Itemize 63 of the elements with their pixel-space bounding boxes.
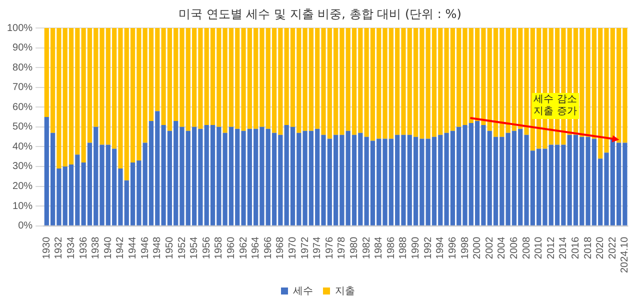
x-tick-label: 1996 [447,236,458,260]
x-tick-label: 2018 [582,236,594,260]
y-tick-label: 90% [12,42,33,54]
x-tick-label: 1950 [164,236,176,260]
x-tick-label: 1970 [287,236,298,260]
x-tick-label: 1974 [312,236,324,260]
x-tick-label: 1930 [41,236,52,260]
y-tick-label: 50% [12,122,33,133]
x-tick-label: 2012 [546,236,557,260]
x-tick-label: 1962 [238,236,250,260]
x-tick-label: 1946 [140,236,151,260]
x-tick-label: 1948 [152,236,164,260]
x-tick-label: 2014 [558,236,570,260]
x-tick-label: 1932 [54,236,65,260]
x-tick-label: 2004 [496,236,508,260]
x-tick-label: 1994 [435,236,446,260]
x-tick-label: 1984 [374,236,385,260]
x-tick-label: 1960 [226,236,237,260]
x-tick-label: 2000 [472,236,484,260]
y-tick-label: 0% [18,220,33,232]
x-tick-label: 2022 [607,236,618,260]
x-tick-label: 1958 [214,236,225,260]
x-tick-label: 1956 [201,236,212,260]
y-tick-label: 60% [12,102,33,113]
legend-label: 지출 [335,286,355,297]
x-tick-label: 1936 [78,236,90,260]
x-tick-label: 1954 [189,236,200,260]
x-tick-label: 2008 [521,236,532,260]
x-tick-label: 2020 [595,236,606,260]
x-tick-label: 1982 [361,236,372,260]
legend-label: 세수 [293,286,313,297]
y-tick-label: 10% [12,200,33,212]
x-tick-label: 1944 [128,236,139,260]
y-tick-label: 70% [12,82,33,94]
chart-title: 미국 연도별 세수 및 지출 비중, 총합 대비 (단위 : %) [178,6,462,23]
annotation: 세수 감소 지출 증가 [532,93,579,120]
x-tick-label: 1988 [398,236,410,260]
y-tick-label: 40% [12,141,33,152]
x-tick-label: 2024.10 [620,236,631,274]
y-tick-label: 20% [12,181,33,192]
x-tick-label: 1990 [410,236,422,260]
x-tick-label: 1964 [250,236,262,260]
x-tick-label: 1976 [324,236,336,260]
x-tick-label: 1934 [66,236,78,260]
x-tick-label: 1966 [262,236,274,260]
x-tick-label: 1952 [176,236,188,260]
x-tick-label: 1998 [460,236,471,260]
x-tick-label: 1938 [90,236,102,260]
x-tick-label: 2006 [508,236,520,260]
x-tick-label: 1942 [115,236,126,260]
x-tick-label: 2016 [570,236,582,260]
y-tick-label: 80% [12,62,33,74]
x-tick-label: 1968 [275,236,286,260]
y-tick-label: 100% [7,22,33,34]
x-tick-label: 1986 [386,236,397,260]
x-tick-label: 1992 [422,236,434,260]
x-tick-label: 2002 [484,236,496,260]
y-tick-label: 30% [12,161,33,172]
x-tick-label: 1940 [102,236,114,260]
x-tick-label: 1980 [349,236,360,260]
x-tick-label: 1978 [336,236,348,260]
x-tick-label: 2010 [534,236,545,260]
x-tick-label: 1972 [300,236,311,260]
